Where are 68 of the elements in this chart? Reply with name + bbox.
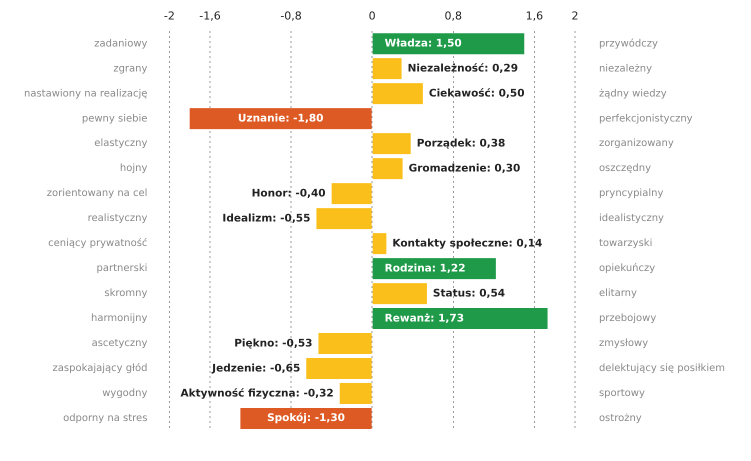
y-tick-label: harmonijny xyxy=(90,313,148,324)
bar xyxy=(372,308,548,330)
data-label: Uznanie: -1,80 xyxy=(238,112,324,124)
y2-tick-label: idealistyczny xyxy=(598,213,664,224)
bar xyxy=(340,383,372,404)
data-label: Status: 0,54 xyxy=(432,287,506,300)
y2-tick-label: przebojowy xyxy=(598,313,656,324)
data-label: Kontakty społeczne: 0,14 xyxy=(392,237,542,250)
bar xyxy=(372,158,403,180)
y-tick-label: zorientowany na cel xyxy=(46,188,148,200)
data-label: Idealizm: -0,55 xyxy=(222,212,310,224)
y2-tick-label: zorganizowany xyxy=(598,138,674,150)
data-label: Spokój: -1,30 xyxy=(267,412,346,424)
y-tick-label: partnerski xyxy=(96,263,148,274)
x-tick-label: 0 xyxy=(368,9,376,22)
data-label: Gromadzenie: 0,30 xyxy=(408,162,520,174)
y2-tick-label: delektujący się posiłkiem xyxy=(598,363,726,374)
bar xyxy=(318,333,372,354)
bar xyxy=(372,58,402,80)
y-tick-label: zadaniowy xyxy=(94,38,148,50)
data-label: Piękno: -0,53 xyxy=(234,337,312,350)
data-label: Aktywność fizyczna: -0,32 xyxy=(180,387,334,400)
y2-tick-label: zmysłowy xyxy=(598,338,648,350)
y-tick-label: elastyczny xyxy=(94,138,148,150)
y2-tick-label: towarzyski xyxy=(598,238,652,250)
y-tick-label: zgrany xyxy=(113,63,148,74)
data-label: Rewanż: 1,73 xyxy=(384,312,464,324)
bar xyxy=(316,208,372,230)
y-tick-label: pewny siebie xyxy=(82,113,148,124)
bar xyxy=(372,83,423,104)
bar xyxy=(332,183,372,204)
x-tick-label: -1,6 xyxy=(199,9,221,22)
y-tick-label: nastawiony na realizację xyxy=(24,88,148,100)
data-label: Jedzenie: -0,65 xyxy=(211,362,300,374)
y2-tick-label: oszczędny xyxy=(598,163,652,174)
bar xyxy=(372,283,427,304)
x-tick-label: -0,8 xyxy=(280,9,302,22)
data-label: Porządek: 0,38 xyxy=(416,137,506,150)
data-label: Honor: -0,40 xyxy=(252,187,326,200)
y-tick-label: ceniący prywatność xyxy=(48,237,148,250)
y2-tick-label: perfekcjonistyczny xyxy=(598,113,693,124)
y2-tick-label: żądny wiedzy xyxy=(598,88,667,100)
bar xyxy=(372,233,386,254)
y2-tick-label: sportowy xyxy=(598,388,645,400)
x-tick-label: 1,6 xyxy=(526,9,544,22)
data-label: Rodzina: 1,22 xyxy=(384,262,466,274)
y-tick-label: realistyczny xyxy=(88,213,148,224)
y2-tick-label: niezależny xyxy=(598,63,652,74)
y2-tick-label: opiekuńczy xyxy=(598,262,656,274)
bar xyxy=(190,108,372,130)
y-tick-label: odporny na stres xyxy=(63,413,148,424)
y-tick-label: wygodny xyxy=(102,388,148,400)
data-label: Niezależność: 0,29 xyxy=(408,62,518,74)
y2-tick-label: pryncypialny xyxy=(598,188,664,200)
bar xyxy=(372,133,411,154)
y-tick-label: hojny xyxy=(120,163,148,174)
x-tick-label: -2 xyxy=(164,9,175,22)
y2-tick-label: przywódczy xyxy=(598,38,658,50)
y2-tick-label: elitarny xyxy=(598,288,637,300)
data-label: Ciekawość: 0,50 xyxy=(428,87,525,100)
bar xyxy=(306,358,372,380)
x-tick-label: 2 xyxy=(571,9,578,22)
y2-tick-label: ostrożny xyxy=(598,413,642,424)
data-label: Władza: 1,50 xyxy=(384,37,462,50)
y-tick-label: skromny xyxy=(104,288,148,300)
x-tick-label: 0,8 xyxy=(444,9,462,22)
y-tick-label: ascetyczny xyxy=(92,338,148,350)
y-tick-label: zaspokajający głód xyxy=(52,363,148,374)
